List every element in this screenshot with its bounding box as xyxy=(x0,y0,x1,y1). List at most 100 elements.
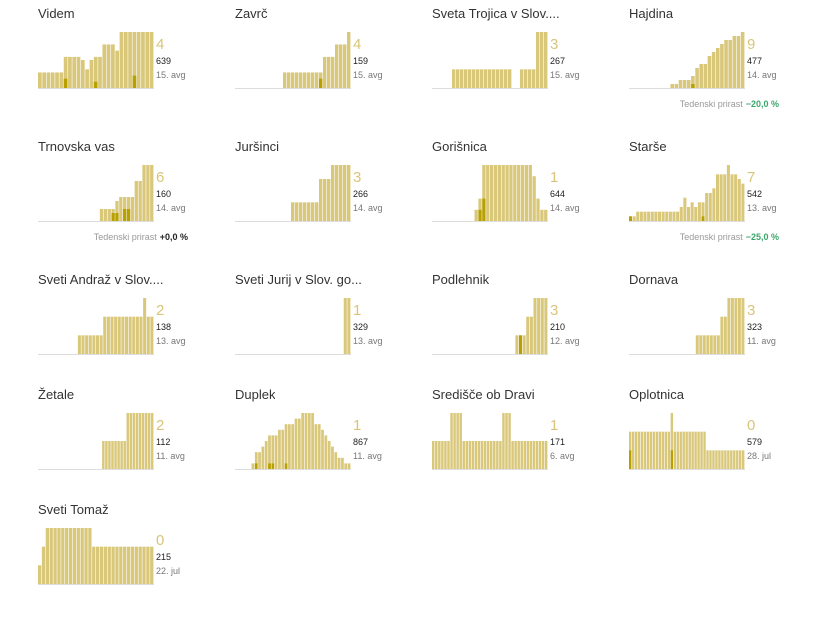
bar-chart xyxy=(432,298,548,355)
bar xyxy=(327,56,331,88)
bar-chart xyxy=(235,298,351,355)
bar xyxy=(319,179,323,221)
bar xyxy=(505,165,509,221)
bar xyxy=(541,441,545,469)
bar xyxy=(673,431,676,469)
bar xyxy=(452,69,456,88)
bar xyxy=(716,335,720,354)
bar-new xyxy=(482,198,486,221)
municipality-name: Središče ob Dravi xyxy=(432,387,535,402)
bar xyxy=(679,431,682,469)
bar xyxy=(724,40,728,88)
bar xyxy=(493,165,498,221)
bar xyxy=(321,429,324,469)
bar-chart xyxy=(432,413,548,470)
bar xyxy=(640,431,644,469)
bar xyxy=(523,441,527,469)
bar xyxy=(311,413,314,469)
bar xyxy=(665,211,669,221)
bar xyxy=(81,335,85,354)
bar xyxy=(142,165,146,221)
bar xyxy=(460,69,464,88)
bar xyxy=(540,32,544,88)
bar xyxy=(703,431,706,469)
bar xyxy=(520,69,524,88)
bar xyxy=(102,441,105,469)
bar xyxy=(709,450,712,469)
bar xyxy=(284,424,288,469)
bar xyxy=(103,209,107,221)
bar xyxy=(85,69,89,88)
bar xyxy=(453,413,456,469)
bar xyxy=(85,335,89,354)
municipality-name: Dornava xyxy=(629,272,679,287)
bar xyxy=(732,36,737,88)
weekly-growth: Tedenski prirast +0,0 % xyxy=(38,232,188,242)
bar xyxy=(80,60,85,88)
bar xyxy=(111,546,115,584)
bar xyxy=(477,441,481,469)
bar xyxy=(93,56,98,88)
bar xyxy=(123,32,128,88)
bar xyxy=(268,435,271,469)
bar xyxy=(150,413,154,469)
bar xyxy=(536,198,540,221)
last-date: 11. avg xyxy=(353,451,382,461)
weekly-growth-label: Tedenski prirast xyxy=(679,232,743,242)
bar xyxy=(540,298,544,354)
bar xyxy=(136,32,141,88)
bar xyxy=(480,441,484,469)
bar xyxy=(287,72,291,88)
bar xyxy=(658,431,662,469)
bar xyxy=(274,435,278,469)
last-date: 15. avg xyxy=(550,70,580,80)
last-date: 15. avg xyxy=(353,70,383,80)
bar xyxy=(291,72,295,88)
bar xyxy=(125,316,129,354)
weekly-growth: Tedenski prirast −25,0 % xyxy=(629,232,779,242)
bar-new xyxy=(519,335,523,354)
bar xyxy=(335,44,339,88)
last-date: 6. avg xyxy=(550,451,575,461)
bar-new xyxy=(271,463,275,469)
bar xyxy=(150,316,154,354)
bar xyxy=(517,165,521,221)
bar xyxy=(484,69,488,88)
bar xyxy=(347,298,351,354)
bar xyxy=(141,32,145,88)
bar xyxy=(690,202,694,221)
bar xyxy=(532,176,536,221)
bar xyxy=(42,72,46,88)
municipality-card: Središče ob Dravi 1 171 6. avg xyxy=(432,387,622,507)
bar xyxy=(291,202,295,221)
municipality-card: Zavrč 4 159 15. avg xyxy=(235,6,425,126)
bar xyxy=(667,431,671,469)
new-cases: 0 xyxy=(747,417,756,434)
active-cases: 160 xyxy=(156,189,172,199)
bar xyxy=(695,335,699,354)
bar xyxy=(702,335,706,354)
bar-new xyxy=(284,463,288,469)
bar xyxy=(106,316,110,354)
bar xyxy=(49,528,53,584)
new-cases: 1 xyxy=(550,169,559,186)
bar xyxy=(303,202,307,221)
bar xyxy=(141,413,145,469)
active-cases: 171 xyxy=(550,437,566,447)
municipality-card: Juršinci 3 266 14. avg xyxy=(235,139,425,259)
bar xyxy=(716,48,720,88)
bar xyxy=(98,56,102,88)
bar xyxy=(68,528,73,584)
bar xyxy=(456,69,460,88)
bar xyxy=(278,429,281,469)
bar xyxy=(99,209,104,221)
bar xyxy=(682,80,687,88)
bar xyxy=(508,69,512,88)
bar xyxy=(128,32,132,88)
active-cases: 639 xyxy=(156,56,172,66)
last-date: 14. avg xyxy=(747,70,777,80)
bar xyxy=(724,450,727,469)
bar xyxy=(719,174,723,221)
bar-chart xyxy=(38,528,154,585)
bar-new xyxy=(115,213,119,221)
